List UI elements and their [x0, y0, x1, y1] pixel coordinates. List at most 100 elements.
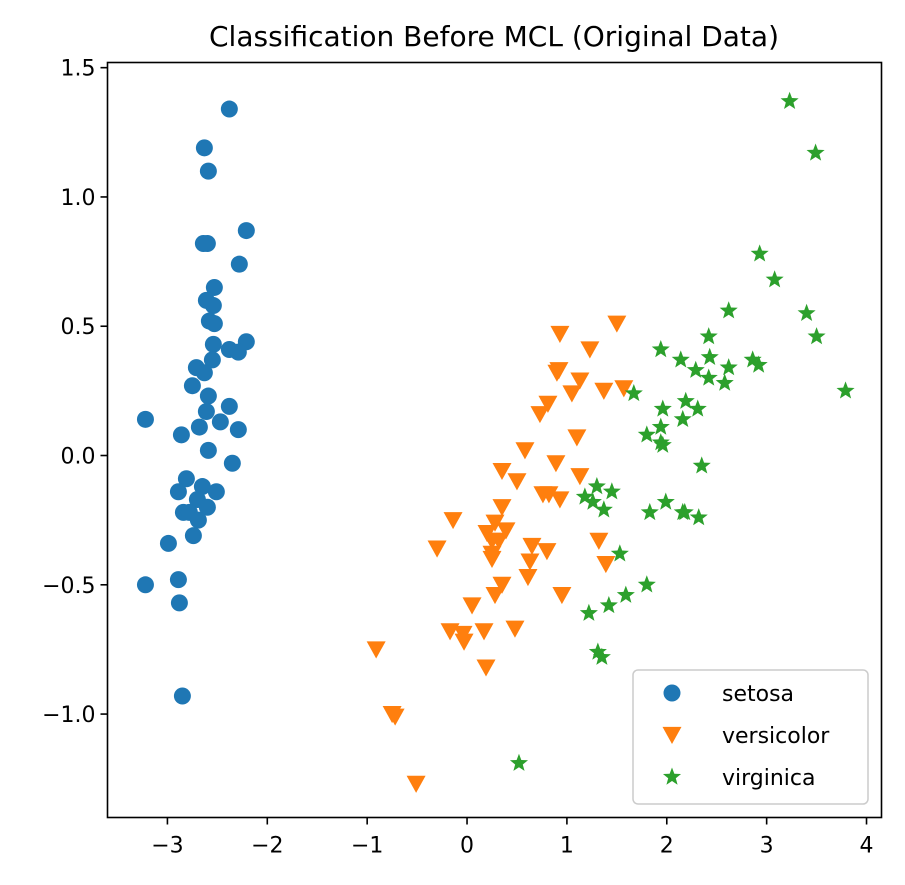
virginica-point — [749, 355, 768, 373]
y-tick-label: 0.5 — [61, 315, 96, 340]
versicolor-point — [485, 587, 505, 605]
marks-layer — [136, 91, 855, 793]
virginica-point — [616, 585, 635, 603]
setosa-point — [204, 297, 222, 315]
versicolor-point — [520, 553, 540, 571]
virginica-point — [651, 340, 670, 358]
versicolor-point — [596, 556, 616, 574]
virginica-point — [806, 143, 825, 161]
setosa-point — [199, 387, 217, 405]
legend: setosa versicolor virginica — [632, 669, 869, 805]
versicolor-point — [530, 406, 550, 424]
setosa-point — [203, 351, 221, 369]
virginica-point — [656, 492, 675, 510]
versicolor-point — [427, 540, 447, 558]
versicolor-point — [518, 568, 538, 587]
versicolor-point — [552, 587, 572, 605]
y-tick-label: −1.0 — [42, 703, 95, 728]
virginica-point — [509, 753, 528, 771]
versicolor-point — [482, 550, 502, 568]
versicolor-point — [607, 315, 627, 333]
setosa-point — [197, 403, 215, 421]
versicolor-point — [366, 641, 386, 659]
versicolor-point — [550, 491, 570, 509]
virginica-point — [587, 477, 606, 495]
versicolor-point — [476, 659, 496, 677]
setosa-point — [230, 255, 248, 273]
x-tick-label: 3 — [760, 834, 774, 859]
virginica-point — [686, 360, 705, 378]
x-tick-label: 4 — [860, 834, 874, 859]
legend-label-virginica: virginica — [722, 766, 816, 791]
x-tick-label: −2 — [251, 834, 283, 859]
x-tick-label: −3 — [151, 834, 183, 859]
legend-label-versicolor: versicolor — [722, 724, 830, 749]
virginica-point — [583, 492, 602, 510]
versicolor-point — [443, 512, 463, 530]
versicolor-point — [406, 775, 426, 793]
virginica-point — [653, 399, 672, 417]
virginica-point — [699, 327, 718, 345]
versicolor-point — [570, 372, 590, 390]
setosa-point — [172, 426, 190, 444]
setosa-point — [198, 498, 216, 516]
virginica-point — [676, 391, 695, 409]
setosa-point — [136, 410, 154, 428]
virginica-point — [575, 487, 594, 505]
versicolor-point — [492, 499, 512, 517]
virginica-point — [579, 603, 598, 621]
setosa-point — [220, 100, 238, 118]
setosa-point — [198, 234, 216, 252]
virginica-point — [750, 244, 769, 262]
setosa-point — [177, 470, 195, 488]
x-axis: −3 −2 −1 0 1 2 3 4 — [151, 817, 874, 859]
versicolor-point — [522, 537, 542, 556]
setosa-point — [229, 421, 247, 439]
virginica-point — [640, 502, 659, 521]
setosa-point — [220, 397, 238, 415]
setosa-point — [207, 483, 225, 501]
virginica-point — [671, 350, 690, 368]
series-versicolor — [366, 315, 634, 793]
setosa-point — [211, 413, 229, 431]
setosa-point — [193, 478, 211, 496]
versicolor-point — [489, 532, 509, 550]
virginica-point — [719, 358, 738, 376]
versicolor-point — [485, 514, 505, 532]
versicolor-point — [492, 462, 512, 481]
setosa-point — [169, 483, 187, 501]
versicolor-point — [462, 597, 482, 615]
virginica-point — [653, 435, 672, 453]
virginica-point — [700, 347, 719, 365]
versicolor-point — [567, 429, 587, 447]
setosa-point — [237, 222, 255, 240]
setosa-point — [159, 534, 177, 552]
setosa-point — [205, 315, 223, 333]
y-tick-label: 1.0 — [61, 186, 96, 211]
setosa-point — [229, 343, 247, 361]
legend-marker-versicolor — [662, 726, 682, 745]
plot-frame — [106, 61, 883, 819]
series-virginica — [509, 91, 855, 771]
y-tick-label: 0.0 — [61, 445, 96, 470]
virginica-point — [602, 482, 621, 500]
versicolor-point — [562, 385, 582, 403]
versicolor-point — [496, 522, 516, 540]
virginica-point — [588, 642, 607, 660]
x-tick-label: −1 — [351, 834, 383, 859]
setosa-point — [173, 687, 191, 705]
setosa-point — [170, 594, 188, 612]
versicolor-point — [507, 473, 527, 491]
virginica-point — [624, 383, 643, 402]
versicolor-point — [538, 395, 558, 413]
setosa-point — [204, 335, 222, 353]
virginica-point — [592, 647, 611, 665]
x-tick-label: 1 — [560, 834, 574, 859]
versicolor-point — [492, 576, 512, 594]
virginica-point — [651, 417, 670, 435]
setosa-point — [199, 162, 217, 180]
virginica-point — [599, 595, 618, 614]
virginica-point — [719, 301, 738, 319]
versicolor-point — [537, 543, 557, 561]
